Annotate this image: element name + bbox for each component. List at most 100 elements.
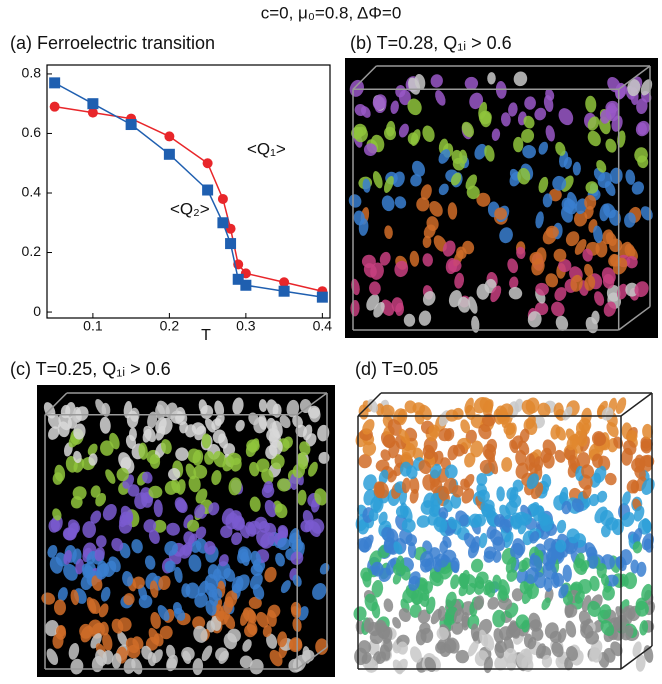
spin-glyph [535, 643, 546, 659]
spin-glyph [290, 601, 302, 616]
spin-glyph [580, 624, 594, 639]
x-tick-label: 0.1 [83, 318, 103, 334]
spin-glyph [432, 556, 442, 573]
spin-glyph [574, 590, 585, 604]
spin-glyph [187, 519, 200, 532]
spin-glyph [204, 451, 215, 465]
spin-glyph [600, 109, 610, 124]
spin-glyph [380, 449, 391, 461]
spin-glyph [44, 620, 59, 637]
plot-frame [46, 64, 331, 319]
spin-glyph [359, 536, 373, 553]
spin-glyph [277, 537, 291, 551]
spin-glyph [214, 604, 225, 622]
spin-glyph [545, 225, 559, 239]
spin-glyph [505, 422, 517, 440]
spin-glyph [143, 519, 157, 533]
spin-glyph [223, 596, 234, 614]
spin-glyph [609, 167, 623, 184]
spin-glyph [249, 658, 264, 675]
spin-glyph [451, 621, 464, 635]
spin-glyph [529, 251, 543, 265]
spin-glyph [312, 583, 327, 600]
marker [49, 77, 61, 89]
spin-glyph [393, 541, 403, 555]
spin-glyph [75, 406, 89, 421]
spin-glyph [471, 315, 480, 333]
spin-glyph [363, 488, 376, 506]
spin-glyph [422, 444, 435, 460]
spin-glyph [451, 149, 463, 165]
spin-glyph [455, 649, 470, 664]
marker [217, 193, 228, 204]
spin-glyph [52, 472, 63, 485]
spin-glyph [188, 554, 202, 572]
spin-glyph [390, 100, 399, 115]
cube-edge [357, 392, 382, 417]
spin-glyph [600, 573, 610, 587]
spin-glyph [558, 108, 574, 126]
spin-glyph [193, 625, 208, 643]
spin-glyph [470, 536, 481, 554]
spin-glyph [461, 488, 475, 504]
spin-glyph [358, 218, 369, 236]
spin-glyph [478, 110, 492, 125]
spin-glyph [218, 554, 229, 567]
spin-glyph [155, 417, 167, 434]
spin-glyph [183, 531, 195, 545]
spin-glyph [430, 463, 442, 479]
spin-glyph [541, 597, 551, 611]
spin-glyph [299, 441, 311, 456]
spin-glyph [529, 554, 543, 573]
spin-glyph [231, 532, 243, 546]
spin-glyph [357, 519, 370, 535]
spin-glyph [521, 587, 533, 605]
spin-glyph [256, 611, 269, 628]
spin-glyph [551, 301, 565, 317]
spin-glyph [53, 599, 66, 616]
spin-glyph [148, 627, 160, 645]
spin-glyph [508, 102, 518, 117]
spin-glyph [369, 281, 381, 296]
spin-glyph [542, 562, 557, 580]
spin-glyph [261, 468, 274, 484]
marker [217, 217, 229, 229]
spin-glyph [73, 450, 82, 464]
series-label: <Q₁> [247, 139, 286, 158]
spin-glyph [537, 512, 549, 526]
spin-glyph [585, 316, 598, 334]
spin-glyph [545, 125, 555, 142]
spin-glyph [581, 464, 595, 479]
panel-label: (c) T=0.25, Q₁ᵢ > 0.6 [10, 359, 171, 379]
spin-glyph [562, 564, 572, 582]
spin-glyph [354, 103, 367, 116]
spin-glyph [407, 98, 422, 116]
spin-glyph [148, 485, 163, 499]
spin-glyph [538, 141, 549, 155]
spin-glyph [185, 582, 200, 599]
spin-glyph [198, 399, 208, 415]
spin-glyph [315, 638, 329, 655]
spin-glyph [237, 548, 249, 564]
spin-glyph [466, 185, 480, 200]
spin-glyph [412, 160, 426, 177]
spin-glyph [493, 628, 504, 644]
spin-glyph [632, 641, 642, 658]
spin-glyph [553, 402, 564, 419]
spin-glyph [616, 283, 628, 300]
spin-glyph [438, 507, 449, 520]
spin-glyph [195, 488, 208, 504]
spin-glyph [587, 552, 599, 569]
spin-glyph [164, 540, 178, 556]
spin-glyph [610, 641, 623, 657]
spin-glyph [494, 643, 505, 659]
spin-glyph [212, 568, 222, 582]
spin-glyph [527, 636, 537, 650]
spin-glyph [348, 194, 362, 208]
spin-glyph [503, 648, 517, 664]
spin-glyph [521, 557, 531, 571]
spin-glyph [448, 516, 458, 530]
spin-glyph [100, 586, 111, 602]
spin-glyph [417, 609, 431, 624]
